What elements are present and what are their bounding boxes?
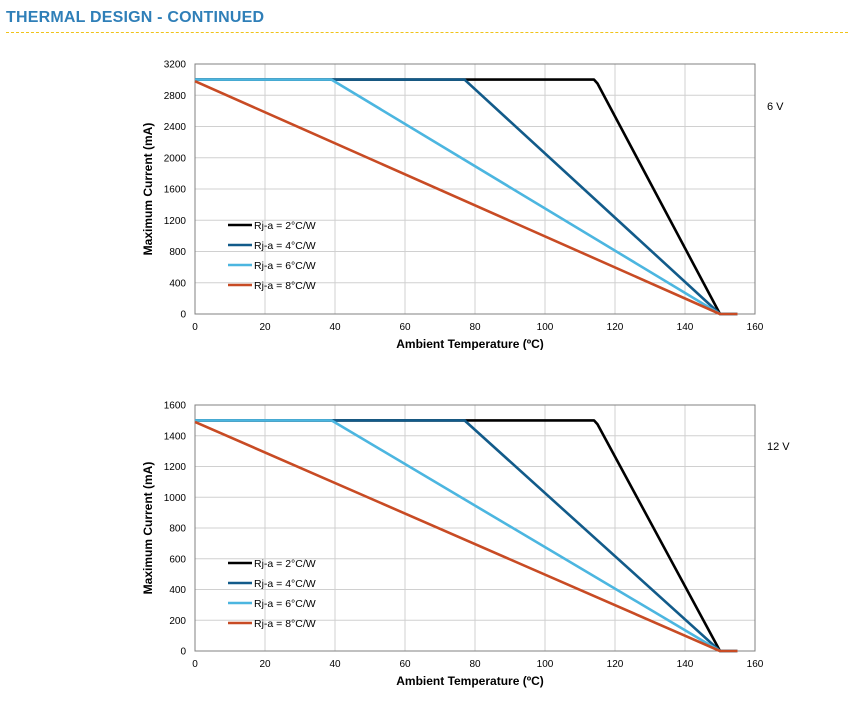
legend-label-1: Rj-a = 2°C/W [254,220,316,232]
plot-frame [194,404,756,652]
series-line-4 [194,420,738,653]
y-axis-label: Maximum Current (mA) [141,462,155,595]
x-tick-label: 0 [192,659,198,670]
y-axis-label: Maximum Current (mA) [141,123,155,256]
voltage-label: 6 V [767,101,784,113]
legend-label-4: Rj-a = 8°C/W [254,618,316,630]
x-tick-label: 140 [677,322,694,333]
y-tick-label: 800 [169,524,186,535]
y-tick-label: 600 [169,554,186,565]
y-tick-label: 1600 [164,185,187,196]
y-tick-labels: 0 200 400 600 800 1000 1200 1400 1600 [164,401,187,658]
x-tick-label: 160 [747,322,764,333]
x-tick-label: 80 [469,659,481,670]
x-axis-label: Ambient Temperature (ºC) [396,337,544,350]
x-tick-label: 160 [747,659,764,670]
x-tick-label: 60 [399,322,411,333]
series-line-3 [195,78,738,316]
y-tick-label: 1200 [164,216,187,227]
series-line-1 [195,419,738,653]
plot-frame [194,63,756,315]
x-tick-label: 100 [537,322,554,333]
y-tick-label: 400 [169,278,186,289]
x-tick-label: 40 [329,659,341,670]
x-tick-label: 120 [607,322,624,333]
y-tick-label: 400 [169,585,186,596]
x-tick-labels: 0 20 40 60 80 100 120 140 160 [192,659,764,670]
x-tick-label: 0 [192,322,198,333]
series-lines [194,78,738,316]
x-axis-label: Ambient Temperature (ºC) [396,674,544,688]
title-divider [6,32,848,33]
series-lines [194,419,738,653]
y-tick-label: 200 [169,616,186,627]
y-tick-label: 800 [169,247,186,258]
x-tick-label: 100 [537,659,554,670]
series-line-1 [195,78,738,316]
chart-6v: 0 400 800 1200 1600 2000 2400 2800 3200 0 20 40 60 80… [141,60,784,351]
chart-12v: 0 200 400 600 800 1000 1200 1400 1600 0 20 40 60 80 10… [141,401,790,689]
x-tick-label: 120 [607,659,624,670]
page-title: THERMAL DESIGN - CONTINUED [6,9,265,26]
y-tick-label: 1600 [164,401,187,412]
y-tick-label: 2800 [164,91,187,102]
y-tick-label: 0 [180,310,186,321]
series-line-2 [195,78,738,316]
x-tick-labels: 0 20 40 60 80 100 120 140 160 [192,322,764,333]
x-tick-label: 20 [259,659,271,670]
legend-label-1: Rj-a = 2°C/W [254,558,316,570]
gridlines [194,63,756,315]
legend-label-3: Rj-a = 6°C/W [254,598,316,610]
series-line-3 [195,419,738,653]
gridlines [194,404,756,652]
y-tick-label: 2000 [164,153,187,164]
x-tick-label: 80 [469,322,481,333]
legend-label-3: Rj-a = 6°C/W [254,260,316,272]
y-tick-label: 0 [180,647,186,658]
x-tick-label: 60 [399,659,411,670]
voltage-label: 12 V [767,441,790,453]
y-tick-labels: 0 400 800 1200 1600 2000 2400 2800 3200 [164,60,187,321]
x-tick-label: 140 [677,659,694,670]
y-tick-label: 1000 [164,493,187,504]
legend-label-2: Rj-a = 4°C/W [254,578,316,590]
x-tick-label: 40 [329,322,341,333]
y-tick-label: 2400 [164,122,187,133]
series-line-4 [194,80,738,316]
legend: Rj-a = 2°C/W Rj-a = 4°C/W Rj-a = 6°C/W Rj-a… [228,220,316,292]
x-tick-label: 20 [259,322,271,333]
legend: Rj-a = 2°C/W Rj-a = 4°C/W Rj-a = 6°C/W Rj-a… [228,558,316,630]
y-tick-label: 1200 [164,462,187,473]
legend-label-4: Rj-a = 8°C/W [254,280,316,292]
y-tick-label: 3200 [164,60,187,71]
legend-label-2: Rj-a = 4°C/W [254,240,316,252]
y-tick-label: 1400 [164,431,187,442]
series-line-2 [195,419,738,653]
